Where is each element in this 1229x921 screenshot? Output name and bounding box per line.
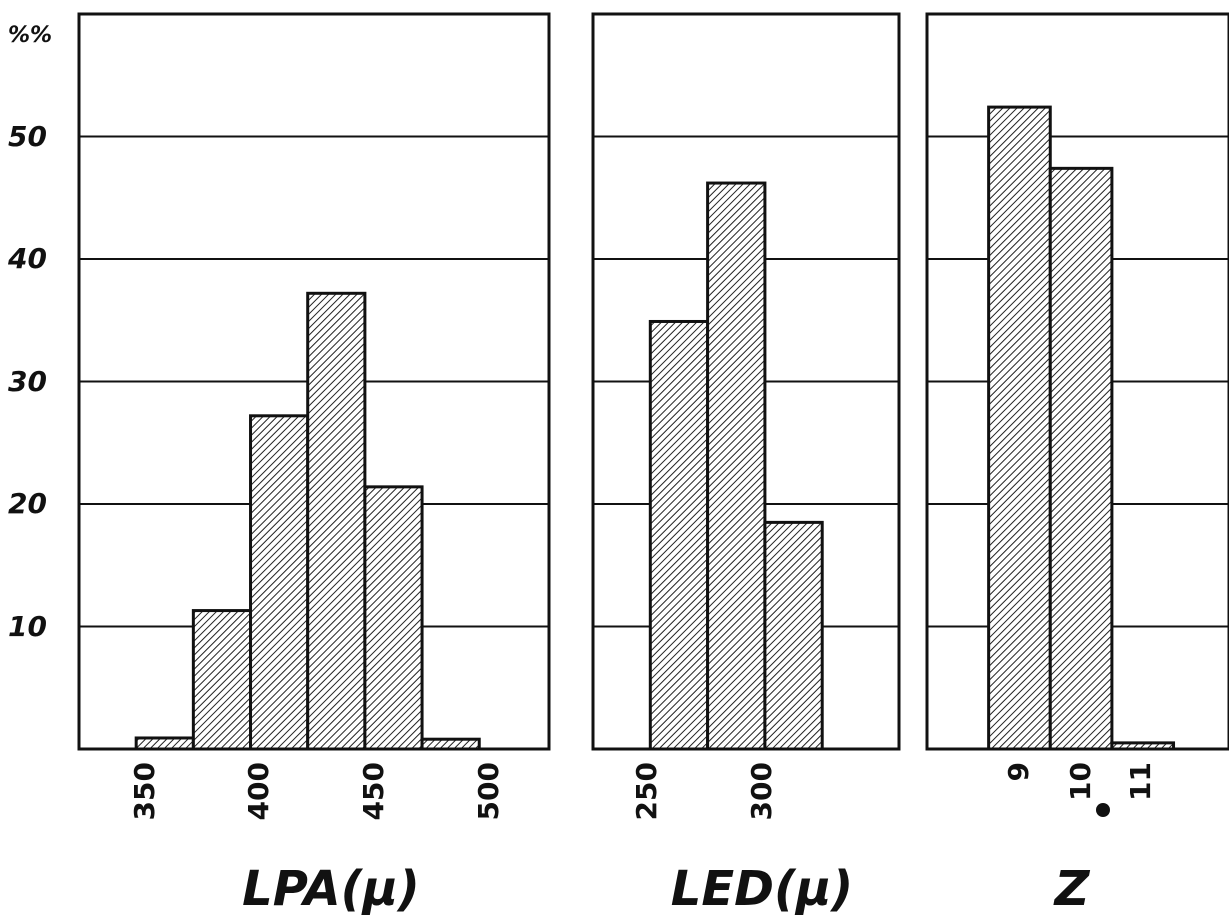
- panel-led: 250 300 LED(µ): [591, 12, 901, 917]
- panel-lpa-frame: [77, 12, 551, 751]
- histogram-bar: [763, 520, 824, 751]
- y-unit-label: %%: [8, 23, 52, 48]
- panel-led-x-ticks: 250 300: [630, 762, 778, 820]
- y-tick-label: 30: [8, 365, 47, 398]
- x-tick-label: 11: [1124, 762, 1157, 801]
- panel-z-x-axis-title: Z: [1053, 861, 1091, 917]
- panel-z: 9 10 11 Z: [925, 12, 1229, 917]
- y-tick-label: 40: [7, 242, 47, 275]
- x-tick-label: 400: [242, 762, 275, 820]
- panel-led-x-axis-title: LED(µ): [671, 861, 853, 917]
- x-tick-label: 350: [128, 762, 161, 820]
- histogram-bar: [306, 291, 367, 751]
- histogram-bar: [648, 319, 710, 751]
- y-tick-label: 10: [8, 610, 47, 643]
- histogram-bar: [249, 414, 310, 751]
- histogram-bar: [134, 736, 195, 751]
- x-tick-label: 9: [1002, 762, 1035, 781]
- histogram-bar: [363, 485, 424, 751]
- panel-led-bars: [648, 181, 824, 751]
- panel-z-frame: [925, 12, 1229, 751]
- y-tick-label: 50: [8, 120, 47, 153]
- panel-z-x-ticks: 9 10 11: [1002, 762, 1157, 801]
- panel-led-frame: [591, 12, 901, 751]
- x-tick-label: 500: [472, 762, 505, 820]
- x-tick-label: 300: [745, 762, 778, 820]
- panel-z-bars: [987, 105, 1176, 751]
- dot-marker: [1096, 803, 1110, 817]
- panel-lpa-x-ticks: 350 400 450 500: [128, 762, 505, 820]
- panel-lpa-y-ticks: 50 40 30 20 10: [7, 120, 47, 643]
- histogram-bar: [987, 105, 1052, 751]
- panel-lpa-bars: [134, 291, 481, 751]
- histogram-bar: [1048, 166, 1114, 751]
- y-tick-label: 20: [8, 487, 47, 520]
- x-tick-label: 10: [1064, 762, 1097, 801]
- panel-lpa-x-axis-title: LPA(µ): [242, 861, 420, 917]
- x-tick-label: 450: [357, 762, 390, 820]
- histogram-bar: [191, 609, 253, 751]
- x-tick-label: 250: [630, 762, 663, 820]
- panel-lpa: 50 40 30 20 10 350 400 450 500 LPA(µ): [7, 12, 551, 917]
- histogram-bar: [706, 181, 767, 751]
